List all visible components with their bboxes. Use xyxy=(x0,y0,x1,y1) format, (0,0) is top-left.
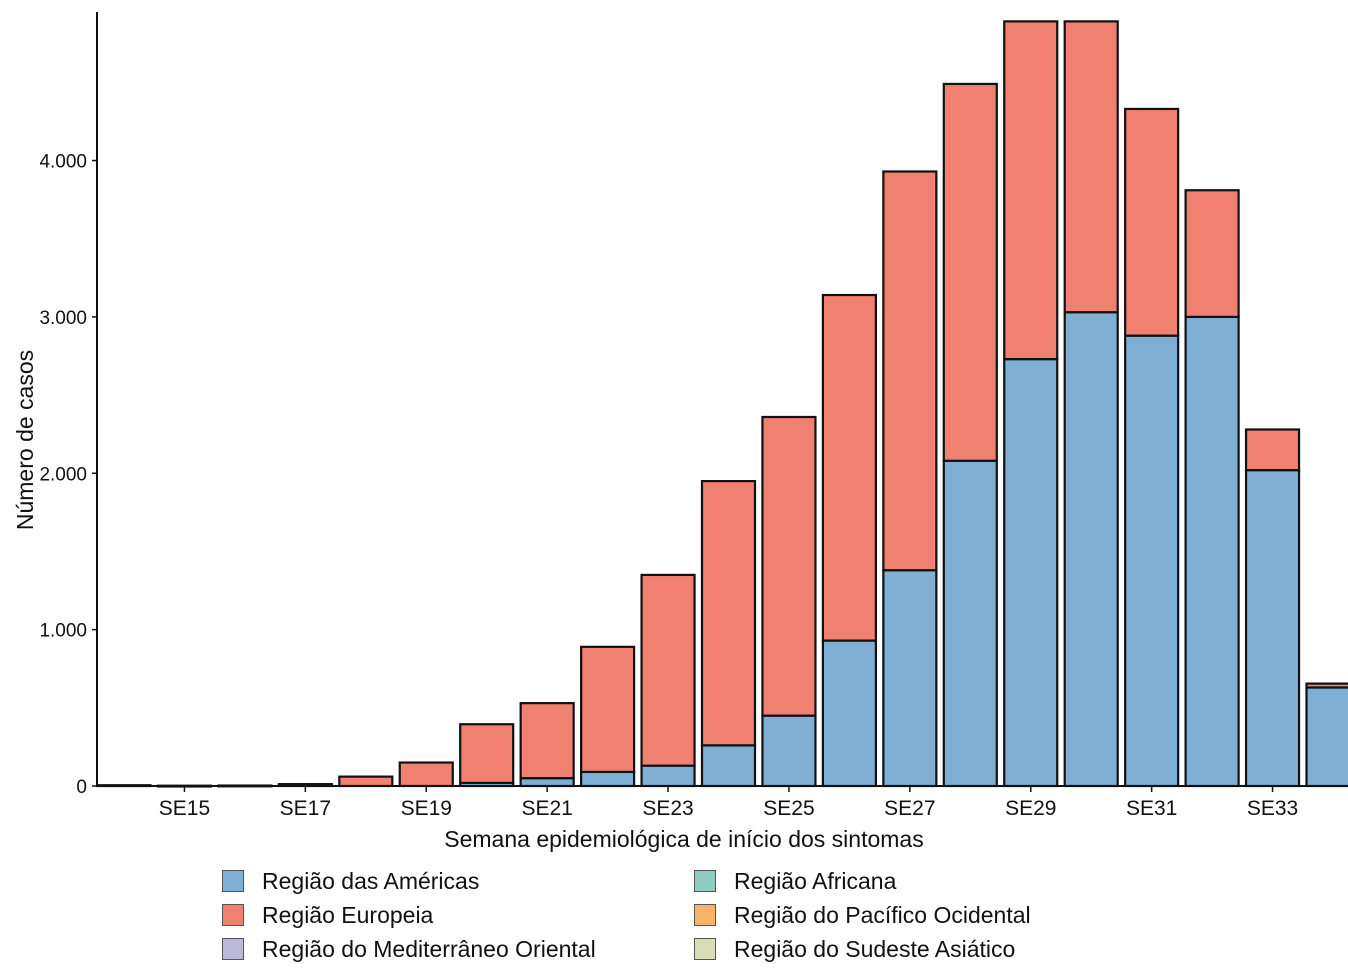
bar-segment-se23-series-0 xyxy=(640,764,696,788)
bar-segment-se18-series-1 xyxy=(338,775,394,788)
bar-segment-se19-series-1 xyxy=(398,761,454,788)
bar-stack-se33 xyxy=(1244,428,1301,788)
bar-segment-se31-series-0 xyxy=(1124,334,1180,788)
x-ticks-layer: SE15 SE17 SE19 SE21 SE23 SE25 SE27 SE29 SE31 SE33 xyxy=(159,786,1298,820)
legend-swatch xyxy=(694,870,716,892)
x-tick-label: SE27 xyxy=(884,797,935,820)
bar-segment-se28-series-1 xyxy=(942,82,998,462)
bar-segment-se31-series-1 xyxy=(1124,107,1180,337)
bar-stack-se23 xyxy=(640,573,696,788)
bar-segment-se24-series-1 xyxy=(700,479,757,747)
y-tick-label: 0 xyxy=(76,777,87,798)
legend-label: Região Europeia xyxy=(262,901,434,928)
bar-segment-se27-series-1 xyxy=(882,170,938,572)
legend-swatch xyxy=(694,938,716,960)
x-tick-label: SE23 xyxy=(642,797,693,820)
x-tick-label: SE33 xyxy=(1247,797,1298,820)
y-tick-label: 3.000 xyxy=(39,308,87,329)
bar-segment-se20-series-1 xyxy=(459,723,515,784)
x-tick-label: SE15 xyxy=(159,797,210,820)
bars-layer xyxy=(96,20,1348,788)
bar-segment-se23-series-1 xyxy=(640,573,696,767)
bar-segment-se21-series-1 xyxy=(519,702,575,780)
x-tick-label: SE31 xyxy=(1126,797,1177,820)
legend-label: Região Africana xyxy=(734,867,897,894)
bar-segment-se24-series-0 xyxy=(700,744,757,788)
legend-label: Região das Américas xyxy=(262,867,480,894)
bar-segment-se25-series-0 xyxy=(761,714,817,788)
legend-label: Região do Sudeste Asiático xyxy=(734,935,1016,962)
bar-stack-se18 xyxy=(338,775,394,788)
bar-stack-se30 xyxy=(1063,20,1119,788)
bar-segment-se25-series-1 xyxy=(761,415,817,717)
x-tick-label: SE19 xyxy=(401,797,452,820)
bar-segment-se33-series-0 xyxy=(1244,469,1301,788)
y-axis-label: Número de casos xyxy=(12,350,38,530)
bar-stack-se20 xyxy=(459,723,515,788)
bar-segment-se34-series-0 xyxy=(1305,686,1348,788)
x-tick-label: SE29 xyxy=(1005,797,1056,820)
legend-swatch xyxy=(222,904,244,926)
bar-segment-se29-series-1 xyxy=(1003,20,1059,361)
legend-swatch xyxy=(694,904,716,926)
bar-segment-se32-series-0 xyxy=(1184,315,1240,788)
bar-stack-se19 xyxy=(398,761,454,788)
bar-segment-se30-series-1 xyxy=(1063,20,1119,314)
bar-segment-se22-series-0 xyxy=(579,770,636,788)
bar-segment-se27-series-0 xyxy=(882,569,938,788)
bar-stack-se32 xyxy=(1184,189,1240,788)
bar-segment-se29-series-0 xyxy=(1003,358,1059,788)
legend-item: Região do Sudeste Asiático xyxy=(694,934,1074,964)
x-tick-label: SE25 xyxy=(763,797,814,820)
legend-item: Região das Américas xyxy=(222,866,694,896)
x-tick-label: SE21 xyxy=(521,797,572,820)
bar-segment-se26-series-1 xyxy=(821,293,878,642)
y-ticks-layer: 0 1.000 2.000 3.000 4.000 xyxy=(39,152,97,798)
legend-item: Região do Pacífico Ocidental xyxy=(694,900,1074,930)
y-tick-label: 2.000 xyxy=(39,464,87,485)
bar-stack-se22 xyxy=(579,645,636,788)
bar-segment-se28-series-0 xyxy=(942,459,998,788)
legend-item: Região Europeia xyxy=(222,900,694,930)
bar-segment-se21-series-0 xyxy=(519,777,575,788)
bar-stack-se27 xyxy=(882,170,938,788)
bar-stack-se28 xyxy=(942,82,998,788)
legend-label: Região do Mediterrâneo Oriental xyxy=(262,935,596,962)
bar-stack-se31 xyxy=(1124,107,1180,788)
x-tick-label: SE17 xyxy=(280,797,331,820)
legend-swatch xyxy=(222,870,244,892)
y-tick-label: 4.000 xyxy=(39,152,87,173)
legend: Região das Américas Região Africana Região… xyxy=(222,866,1074,964)
legend-swatch xyxy=(222,938,244,960)
legend-item: Região do Mediterrâneo Oriental xyxy=(222,934,694,964)
y-tick-label: 1.000 xyxy=(39,621,87,642)
bar-segment-se33-series-1 xyxy=(1244,428,1301,472)
bar-segment-se30-series-0 xyxy=(1063,311,1119,788)
bar-segment-se34-series-1 xyxy=(1305,682,1348,689)
bar-stack-se34 xyxy=(1305,682,1348,788)
legend-item: Região Africana xyxy=(694,866,1074,896)
bar-segment-se26-series-0 xyxy=(821,639,878,788)
bar-segment-se32-series-1 xyxy=(1184,189,1240,319)
bar-stack-se26 xyxy=(821,293,878,788)
bar-stack-se29 xyxy=(1003,20,1059,788)
x-axis-label: Semana epidemiológica de início dos sint… xyxy=(444,826,923,852)
bar-stack-se24 xyxy=(700,479,757,788)
bar-stack-se21 xyxy=(519,702,575,788)
bar-segment-se22-series-1 xyxy=(579,645,636,774)
legend-label: Região do Pacífico Ocidental xyxy=(734,901,1031,928)
bar-stack-se25 xyxy=(761,415,817,788)
